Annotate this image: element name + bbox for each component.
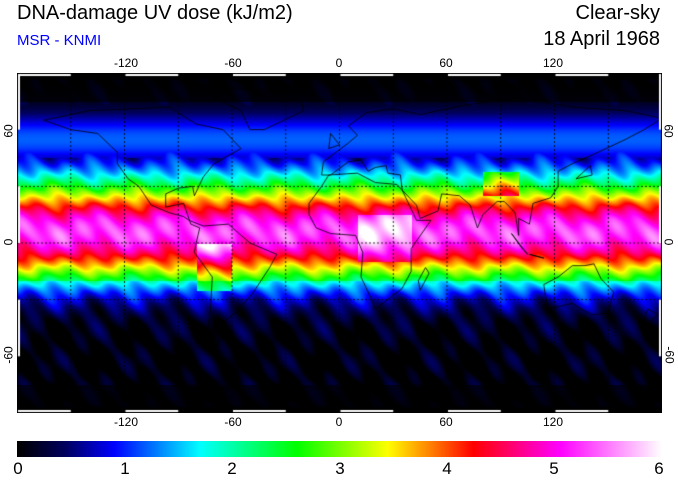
lon-tick-bottom: 0 [335, 415, 343, 429]
colorbar-label: 6 [654, 459, 664, 478]
colorbar-label: 1 [120, 459, 130, 478]
lon-tick-bottom: -60 [224, 415, 242, 429]
lon-tick-top: 0 [335, 56, 343, 70]
lon-tick-top: -120 [113, 56, 139, 70]
colorbar [17, 441, 662, 457]
colorbar-label: 0 [13, 459, 23, 478]
map-title: DNA-damage UV dose (kJ/m2) [17, 2, 293, 24]
uv-dose-map [17, 73, 662, 413]
lon-tick-bottom: 120 [542, 415, 564, 429]
lat-tick-right: 60 [661, 124, 676, 138]
colorbar-label: 4 [442, 459, 452, 478]
lat-tick-left: 60 [1, 124, 16, 138]
lat-tick-right: 0 [661, 238, 676, 246]
lon-tick-bottom: -120 [113, 415, 139, 429]
colorbar-label: 2 [227, 459, 237, 478]
lon-tick-top: -60 [224, 56, 242, 70]
lon-tick-top: 60 [439, 56, 453, 70]
condition-label: Clear-sky [575, 2, 660, 24]
lat-tick-right: -60 [662, 346, 677, 364]
lon-tick-top: 120 [542, 56, 564, 70]
lon-tick-bottom: 60 [439, 415, 453, 429]
lat-tick-left: 0 [1, 238, 16, 246]
colorbar-label: 3 [335, 459, 345, 478]
lat-tick-left: -60 [1, 346, 16, 364]
colorbar-label: 5 [549, 459, 559, 478]
source-label: MSR - KNMI [17, 32, 102, 49]
date-label: 18 April 1968 [543, 28, 660, 50]
